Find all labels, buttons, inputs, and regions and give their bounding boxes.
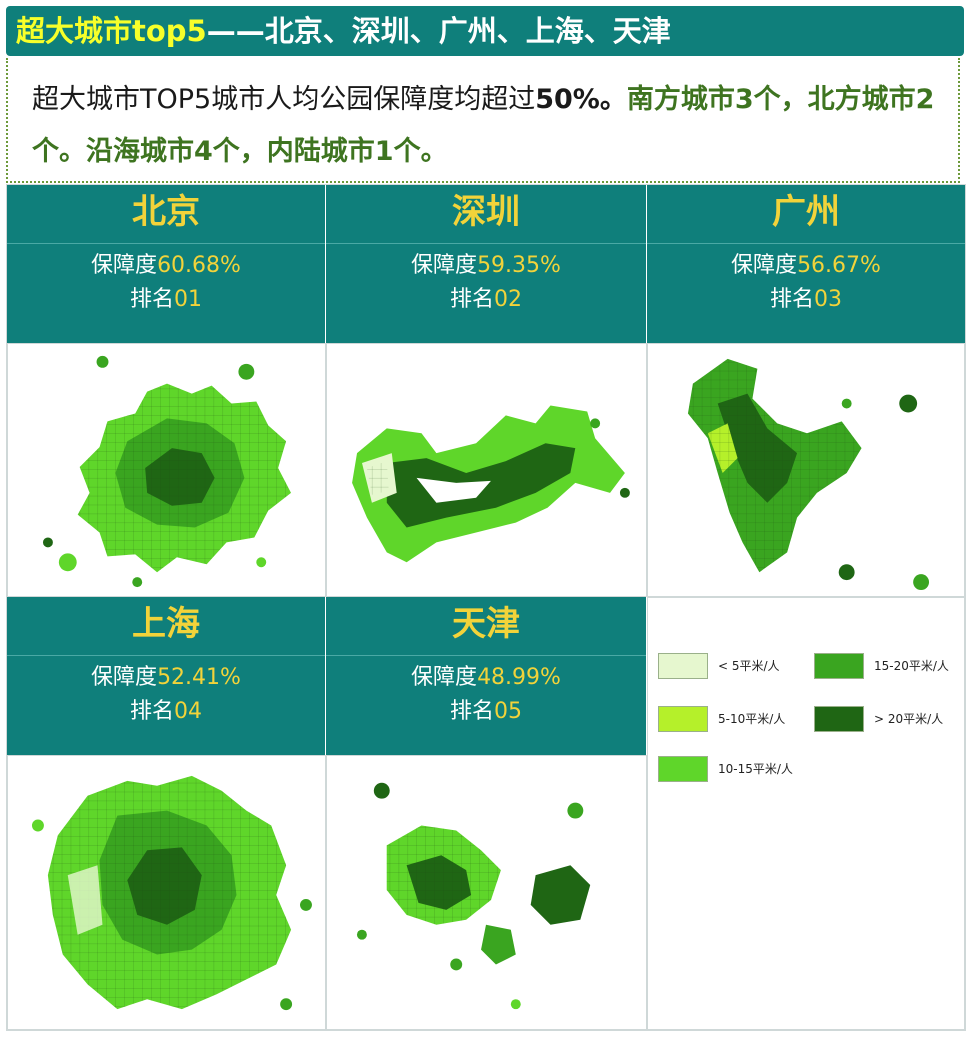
coverage-line: 保障度56.67% xyxy=(647,251,965,281)
title-cities: ——北京、深圳、广州、上海、天津 xyxy=(206,14,671,48)
rank-line: 排名02 xyxy=(326,285,646,315)
legend-swatch xyxy=(658,756,708,782)
coverage-value: 52.41% xyxy=(157,665,241,690)
coverage-line: 保障度59.35% xyxy=(326,251,646,281)
divider xyxy=(326,655,646,656)
divider xyxy=(7,243,325,244)
map-beijing-shape xyxy=(42,355,292,588)
rank-value: 04 xyxy=(174,699,202,724)
coverage-line: 保障度52.41% xyxy=(7,663,325,693)
coverage-label: 保障度 xyxy=(91,253,158,278)
city-name: 上海 xyxy=(132,604,200,644)
divider xyxy=(7,655,325,656)
map-shenzhen xyxy=(326,343,647,597)
rank-label: 排名 xyxy=(449,287,494,312)
map-guangzhou xyxy=(647,343,965,597)
legend-label: 15-20平米/人 xyxy=(874,659,949,673)
city-header-guangzhou: 广州 保障度56.67% 排名03 xyxy=(647,185,965,343)
rank-value: 05 xyxy=(494,699,522,724)
coverage-value: 59.35% xyxy=(477,253,561,278)
map-tianjin-shape xyxy=(356,782,591,1010)
rank-label: 排名 xyxy=(129,287,174,312)
rank-label: 排名 xyxy=(449,699,494,724)
map-shanghai-shape xyxy=(31,775,312,1011)
title-highlight: 超大城市top5 xyxy=(16,14,207,48)
map-shanghai xyxy=(7,755,326,1030)
city-header-tianjin: 天津 保障度48.99% 排名05 xyxy=(326,597,646,755)
city-header-shanghai: 上海 保障度52.41% 排名04 xyxy=(7,597,325,755)
summary-part3: 南方城市3个，北方城市2个。沿海城市4个，内陆城市1个。 xyxy=(32,84,935,167)
rank-line: 排名05 xyxy=(326,697,646,727)
rank-value: 03 xyxy=(814,287,842,312)
rank-line: 排名03 xyxy=(647,285,965,315)
map-beijing xyxy=(7,343,326,597)
coverage-label: 保障度 xyxy=(411,665,478,690)
page-header: 超大城市top5——北京、深圳、广州、上海、天津 xyxy=(6,6,964,56)
coverage-line: 保障度48.99% xyxy=(326,663,646,693)
summary-box: 超大城市TOP5城市人均公园保障度均超过50%。南方城市3个，北方城市2个。沿海… xyxy=(6,58,960,183)
summary-percent: 50%。 xyxy=(535,84,627,115)
rank-label: 排名 xyxy=(129,699,174,724)
divider xyxy=(647,243,965,244)
map-tianjin xyxy=(326,755,647,1030)
coverage-value: 48.99% xyxy=(477,665,561,690)
city-grid: 北京 保障度60.68% 排名01 深圳 保障度59.35% 排名02 广州 保… xyxy=(6,184,966,1031)
coverage-line: 保障度60.68% xyxy=(7,251,325,281)
divider xyxy=(326,243,646,244)
coverage-label: 保障度 xyxy=(91,665,158,690)
map-legend: < 5平米/人 5-10平米/人 10-15平米/人 15-20平米/人 > 2… xyxy=(647,597,965,1030)
rank-value: 02 xyxy=(494,287,522,312)
legend-swatch xyxy=(658,706,708,732)
coverage-value: 56.67% xyxy=(797,253,881,278)
city-name: 广州 xyxy=(772,192,840,232)
page-title: 超大城市top5——北京、深圳、广州、上海、天津 xyxy=(16,12,671,50)
legend-label: > 20平米/人 xyxy=(874,712,944,726)
city-header-beijing: 北京 保障度60.68% 排名01 xyxy=(7,185,325,343)
rank-label: 排名 xyxy=(769,287,814,312)
city-name: 深圳 xyxy=(452,192,520,232)
city-name: 天津 xyxy=(452,604,520,644)
legend-label: 5-10平米/人 xyxy=(718,712,786,726)
legend-swatch xyxy=(814,706,864,732)
city-name: 北京 xyxy=(132,192,200,232)
map-guangzhou-shape xyxy=(687,358,930,591)
rank-value: 01 xyxy=(174,287,202,312)
coverage-label: 保障度 xyxy=(411,253,478,278)
legend-label: 10-15平米/人 xyxy=(718,762,793,776)
coverage-value: 60.68% xyxy=(157,253,241,278)
legend-label: < 5平米/人 xyxy=(718,659,780,673)
legend-swatch xyxy=(658,653,708,679)
city-header-shenzhen: 深圳 保障度59.35% 排名02 xyxy=(326,185,646,343)
summary-part1: 超大城市TOP5城市人均公园保障度均超过 xyxy=(32,84,536,115)
map-shenzhen-shape xyxy=(352,405,630,563)
legend-swatch xyxy=(814,653,864,679)
rank-line: 排名04 xyxy=(7,697,325,727)
summary-text: 超大城市TOP5城市人均公园保障度均超过50%。南方城市3个，北方城市2个。沿海… xyxy=(32,74,942,178)
coverage-label: 保障度 xyxy=(731,253,798,278)
rank-line: 排名01 xyxy=(7,285,325,315)
